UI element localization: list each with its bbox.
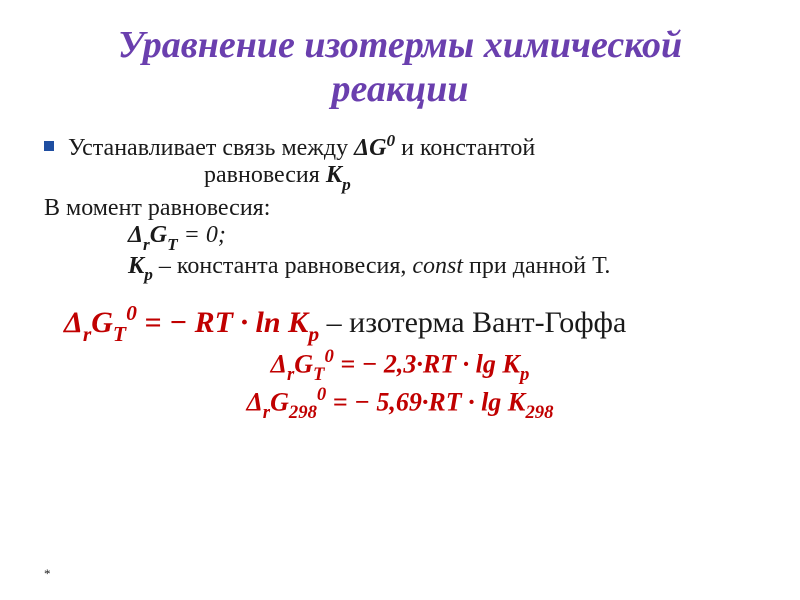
description: – изотерма Вант-Гоффа (319, 306, 626, 339)
G: G (294, 349, 313, 378)
intro-line-2: равновесия Кр (44, 162, 756, 193)
delta: Δ (354, 135, 369, 161)
superscript-0: 0 (317, 384, 326, 405)
superscript-0: 0 (126, 301, 137, 325)
G: G (91, 306, 113, 339)
G: G (270, 387, 289, 416)
delta: Δ (246, 387, 262, 416)
subscript-298: 298 (525, 402, 553, 423)
text: – константа равновесия, (153, 253, 412, 279)
subscript-r: r (143, 235, 150, 254)
superscript-0: 0 (387, 131, 396, 150)
eq-rhs: = 0; (178, 222, 226, 248)
slide: Уравнение изотермы химической реакции Ус… (0, 0, 800, 600)
title-line-1: Уравнение изотермы химической (44, 24, 756, 68)
delta: Δ (64, 306, 83, 339)
kp-definition: Кр – константа равновесия, const при дан… (44, 253, 756, 284)
equilibrium-label: В момент равновесия: (44, 195, 756, 222)
subscript-r: r (83, 322, 91, 346)
delta: Δ (128, 222, 143, 248)
isotherm-equation: ΔrGT0 = − RT · ln Кр – изотерма Вант-Гоф… (44, 302, 756, 345)
G: G (369, 135, 386, 161)
rhs: = − 2,3·RT · lg К (334, 349, 520, 378)
subscript-r: r (287, 364, 294, 385)
slide-body: Устанавливает связь между ΔG0 и констант… (44, 131, 756, 422)
subscript-p: р (342, 175, 351, 194)
superscript-0: 0 (324, 346, 333, 367)
text: при данной Т. (463, 253, 610, 279)
equation-lg: ΔrGT0 = − 2,3·RT · lg Кр (44, 347, 756, 385)
title-line-2: реакции (44, 68, 756, 112)
intro-line-1: Устанавливает связь между ΔG0 и констант… (68, 131, 535, 162)
G: G (150, 222, 167, 248)
subscript-p: р (308, 322, 319, 346)
equation-dG-zero: ΔrGT = 0; (44, 222, 756, 253)
text: равновесия (204, 162, 326, 188)
const: const (412, 253, 463, 279)
bullet-icon (44, 141, 54, 151)
subscript-T: T (313, 364, 324, 385)
subscript-T: T (167, 235, 178, 254)
K: К (128, 253, 144, 279)
delta: Δ (271, 349, 287, 378)
subscript-298: 298 (289, 402, 317, 423)
text: и константой (395, 135, 535, 161)
subscript-p: р (144, 265, 153, 284)
footnote-asterisk: * (44, 566, 51, 582)
subscript-T: T (113, 322, 126, 346)
rhs: = − RT · ln К (137, 306, 308, 339)
slide-title: Уравнение изотермы химической реакции (44, 24, 756, 111)
K: К (326, 162, 342, 188)
bullet-item: Устанавливает связь между ΔG0 и констант… (44, 131, 756, 162)
text: Устанавливает связь между (68, 135, 354, 161)
rhs: = − 5,69·RT · lg К (326, 387, 525, 416)
equation-298: ΔrG2980 = − 5,69·RT · lg К298 (44, 385, 756, 423)
subscript-p: р (520, 364, 529, 385)
subscript-r: r (263, 402, 270, 423)
